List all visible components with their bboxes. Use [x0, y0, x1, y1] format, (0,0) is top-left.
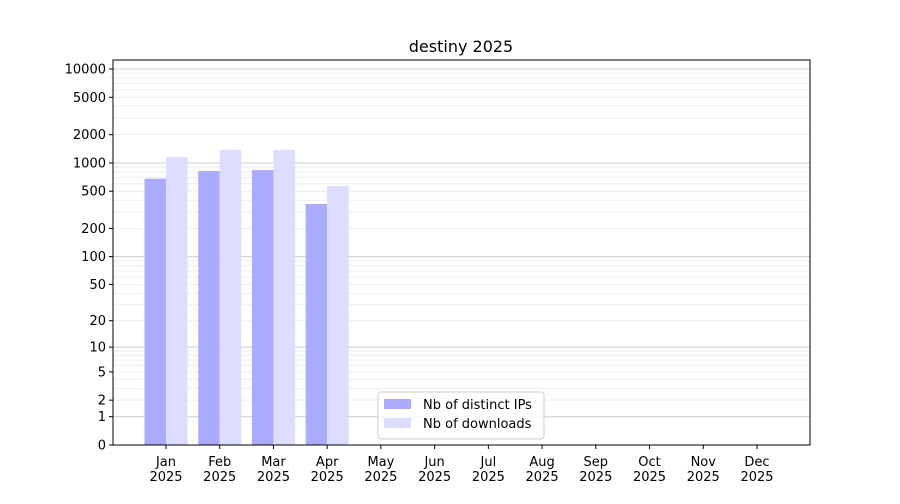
bar-downloads: [166, 156, 188, 446]
bar-distinct-ips: [251, 170, 274, 445]
bar-downloads: [273, 149, 295, 446]
y-tick-label: 0: [98, 439, 106, 454]
y-tick-label: 1000: [73, 156, 106, 171]
x-tick-label: Feb 2025: [203, 455, 236, 485]
legend: Nb of distinct IPs Nb of downloads: [377, 391, 545, 440]
x-tick-label: Jul 2025: [472, 455, 505, 485]
y-tick-label: 100: [81, 250, 106, 265]
bar-downloads: [327, 185, 349, 445]
y-tick-label: 500: [81, 185, 106, 200]
y-tick-label: 200: [81, 222, 106, 237]
x-tick-label: May 2025: [364, 455, 397, 485]
bar-distinct-ips: [305, 204, 328, 445]
legend-swatch: [384, 399, 411, 409]
y-tick-label: 5: [98, 365, 106, 380]
x-tick-label: Apr 2025: [311, 455, 344, 485]
bar-downloads: [219, 149, 242, 446]
x-tick-label: Oct 2025: [633, 455, 666, 485]
y-axis: 0 12 5 10 20 50 100 200 500 1000 2000 5000 10000: [65, 62, 113, 454]
bar-distinct-ips: [144, 178, 166, 445]
bar-distinct-ips: [198, 171, 220, 445]
y-tick-label: 2000: [73, 128, 106, 143]
legend-label: Nb of downloads: [423, 417, 532, 432]
y-tick-label: 5000: [73, 91, 106, 106]
x-tick-label: Dec 2025: [740, 455, 773, 485]
y-tick-label: 20: [89, 314, 106, 329]
plot-frame: [112, 59, 811, 446]
y-tick-label: 10: [89, 341, 106, 356]
chart-title: destiny 2025: [409, 37, 513, 56]
x-tick-label: Aug 2025: [526, 455, 559, 485]
x-tick-label: Jan 2025: [149, 455, 182, 485]
y-tick-label: 1: [98, 410, 106, 425]
y-tick-label: 2: [98, 394, 106, 409]
x-tick-label: Sep 2025: [579, 455, 612, 485]
legend-swatch: [384, 418, 411, 428]
x-tick-label: Jun 2025: [418, 455, 451, 485]
legend-label: Nb of distinct IPs: [423, 398, 532, 413]
x-tick-label: Mar 2025: [257, 455, 290, 485]
x-axis: Jan 2025 Feb 2025 Mar 2025 Apr 2025 May 2025 Jun 20…: [149, 445, 774, 485]
y-tick-label: 50: [89, 278, 106, 293]
y-tick-label: 10000: [65, 62, 106, 77]
bars: [144, 149, 349, 446]
x-tick-label: Nov 2025: [687, 455, 720, 485]
